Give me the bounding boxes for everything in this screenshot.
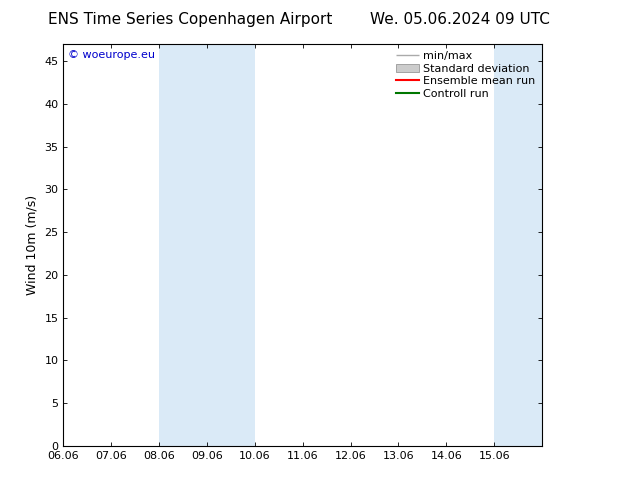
Bar <box>159 44 255 446</box>
Text: We. 05.06.2024 09 UTC: We. 05.06.2024 09 UTC <box>370 12 550 27</box>
Y-axis label: Wind 10m (m/s): Wind 10m (m/s) <box>26 195 39 295</box>
Text: ENS Time Series Copenhagen Airport: ENS Time Series Copenhagen Airport <box>48 12 332 27</box>
Text: © woeurope.eu: © woeurope.eu <box>68 50 155 60</box>
Legend: min/max, Standard deviation, Ensemble mean run, Controll run: min/max, Standard deviation, Ensemble me… <box>396 49 536 100</box>
Bar <box>495 44 542 446</box>
